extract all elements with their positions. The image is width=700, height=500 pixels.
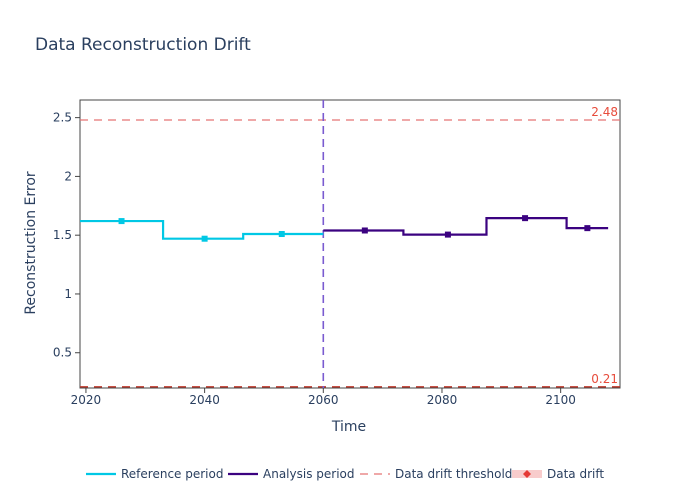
lower-threshold-label: 0.21	[591, 372, 618, 386]
legend-label-drift: Data drift	[547, 467, 604, 481]
reference-data-point	[278, 231, 285, 238]
y-tick-label: 1	[64, 287, 72, 301]
plot-frame	[79, 99, 621, 389]
analysis-data-point	[522, 215, 529, 222]
diamond-icon	[523, 470, 531, 478]
analysis-data-point	[361, 227, 368, 234]
legend-label-threshold: Data drift threshold	[395, 467, 512, 481]
y-tick-label: 2	[64, 169, 72, 183]
legend-label-analysis: Analysis period	[263, 467, 354, 481]
legend-label-reference: Reference period	[121, 467, 223, 481]
x-tick-label: 2060	[308, 393, 339, 407]
x-axis-title: Time	[331, 419, 366, 435]
legend: Reference period Analysis period Data drif…	[86, 467, 604, 481]
plot-area: 0.5 1 1.5 2 2.5 2020 2040 2060 2080 2100 2.48 0.21	[53, 99, 621, 407]
x-tick-label: 2100	[545, 393, 576, 407]
x-tick-label: 2020	[71, 393, 102, 407]
reference-data-point	[201, 235, 208, 242]
analysis-data-point	[444, 231, 451, 238]
y-tick-label: 1.5	[53, 228, 72, 242]
x-tick-label: 2040	[189, 393, 220, 407]
chart-title: Data Reconstruction Drift	[35, 35, 251, 55]
y-tick-label: 2.5	[53, 111, 72, 125]
analysis-data-point	[584, 225, 591, 232]
reference-data-point	[118, 218, 125, 225]
upper-threshold-label: 2.48	[591, 105, 618, 119]
analysis-series-line	[323, 217, 609, 236]
y-tick-label: 0.5	[53, 346, 72, 360]
y-axis-title: Reconstruction Error	[23, 171, 39, 315]
x-tick-label: 2080	[427, 393, 458, 407]
